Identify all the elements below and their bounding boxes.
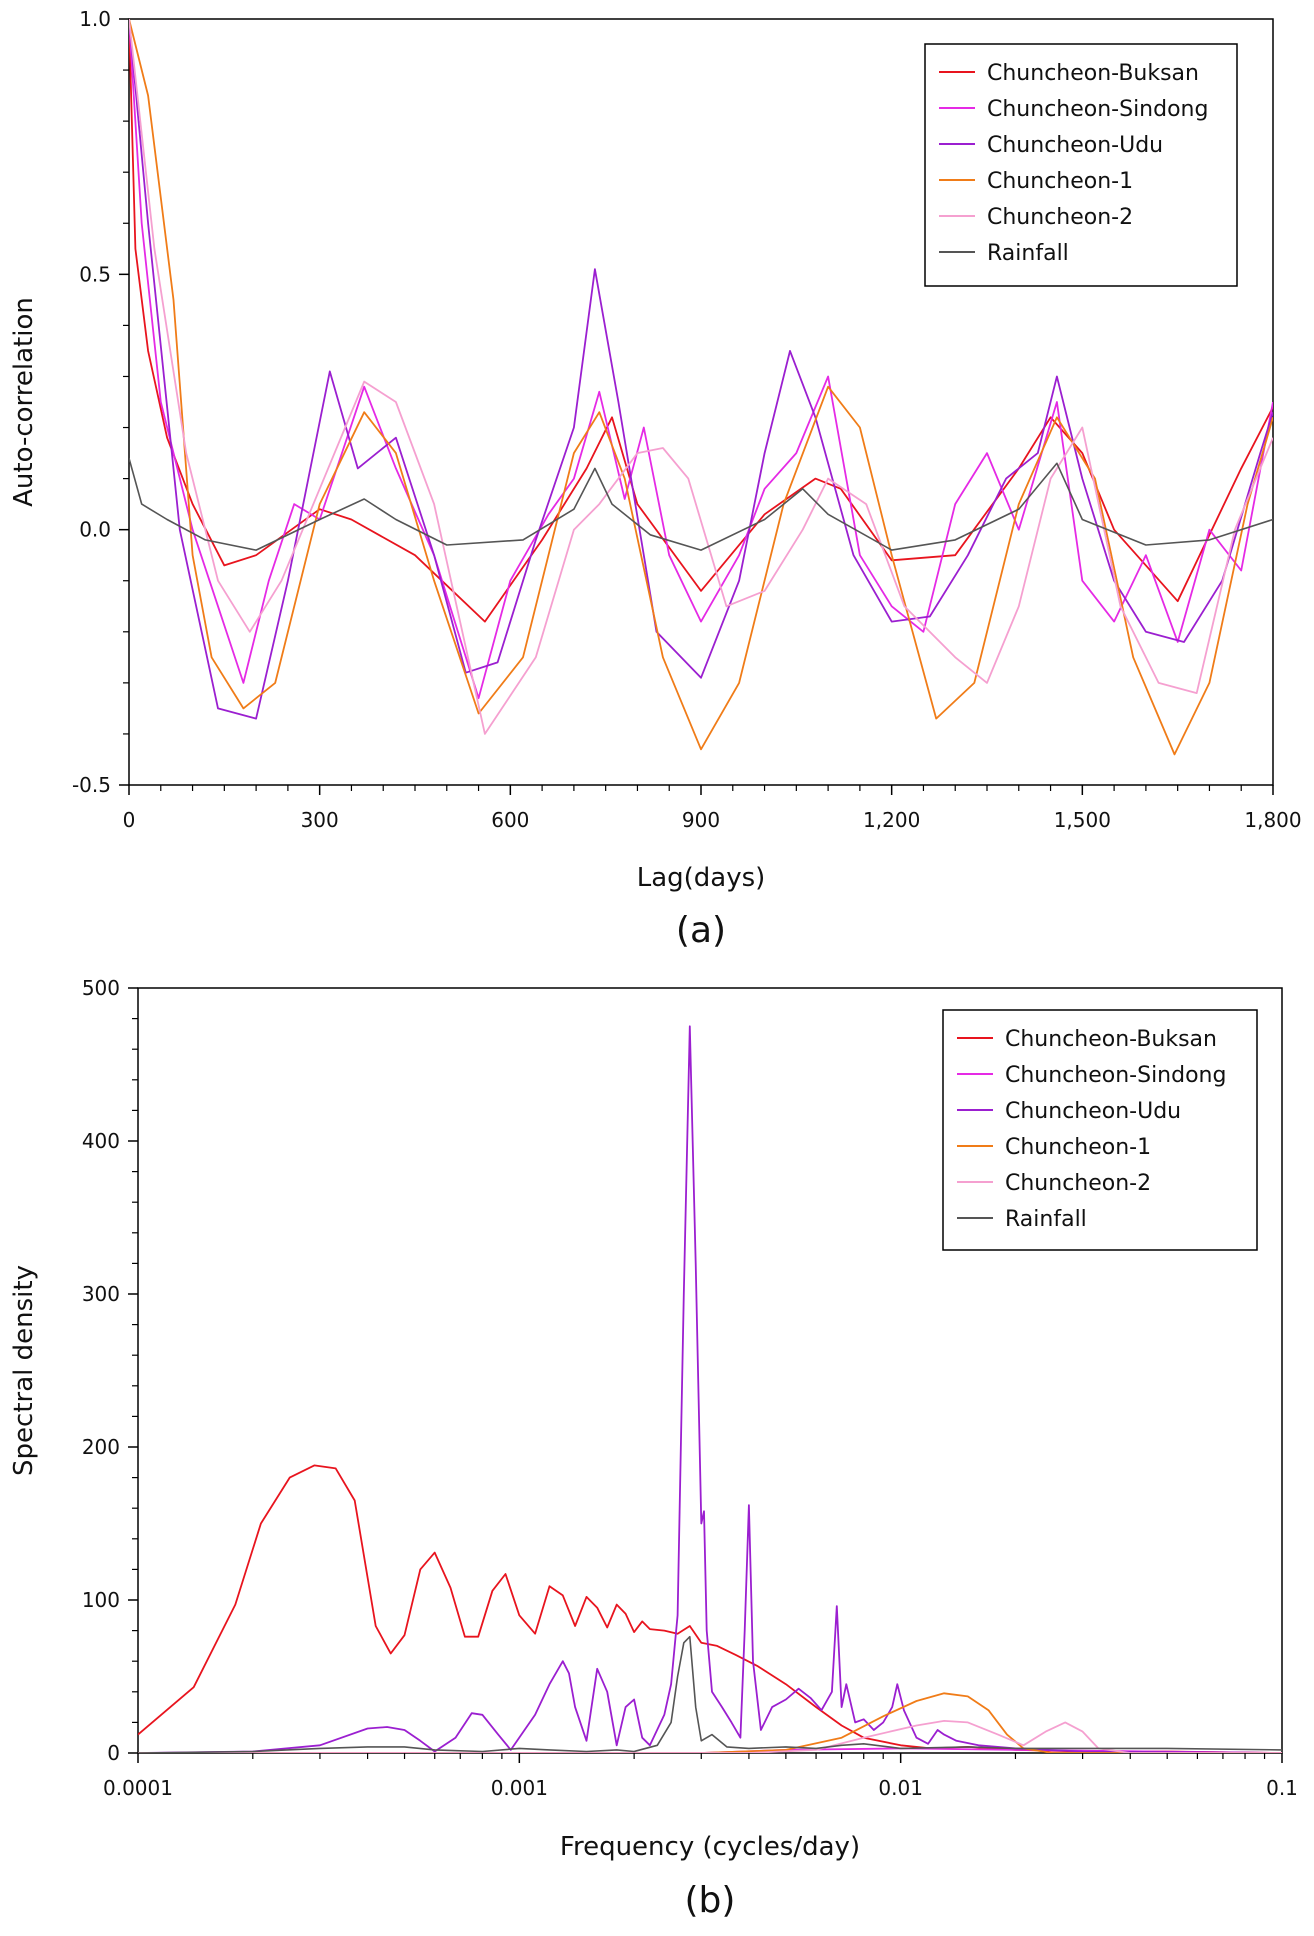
y-axis-title: Auto-correlation bbox=[9, 297, 39, 507]
legend-label: Chuncheon-2 bbox=[987, 205, 1133, 230]
y-tick-label: 200 bbox=[82, 1435, 120, 1459]
series-line-chuncheon-1 bbox=[129, 19, 1273, 756]
legend-label: Rainfall bbox=[1005, 1207, 1087, 1232]
legend-box bbox=[924, 43, 1238, 287]
legend-label: Chuncheon-1 bbox=[987, 169, 1133, 194]
x-tick-label: 600 bbox=[491, 808, 529, 832]
panel-label: (b) bbox=[685, 1880, 736, 1921]
legend-label: Chuncheon-Udu bbox=[1005, 1099, 1181, 1124]
series-line-chuncheon-sindong bbox=[129, 19, 1273, 700]
legend-label: Chuncheon-Buksan bbox=[987, 61, 1199, 86]
y-axis-title: Spectral density bbox=[9, 1265, 39, 1476]
x-tick-label: 0 bbox=[123, 808, 136, 832]
x-tick-label: 1,800 bbox=[1244, 808, 1301, 832]
legend-box bbox=[942, 1009, 1258, 1251]
x-tick-label: 0.01 bbox=[878, 1776, 923, 1800]
legend-label: Rainfall bbox=[987, 241, 1069, 266]
y-tick-label: 1.0 bbox=[79, 7, 111, 31]
series-line-chuncheon-buksan bbox=[129, 19, 1273, 623]
series-line-rainfall bbox=[129, 457, 1273, 551]
y-tick-label: 0.5 bbox=[79, 262, 111, 286]
panel-b-spectral-density: 0.0001 0.001 0.01 0.1 0 100 200 300 400 500 Freque… bbox=[9, 976, 1298, 1921]
series-line-chuncheon-udu bbox=[129, 19, 1273, 720]
plot-area bbox=[138, 1025, 1282, 1753]
x-axis-title: Frequency (cycles/day) bbox=[560, 1832, 860, 1862]
y-tick-label: 500 bbox=[82, 976, 120, 1000]
y-tick-label: -0.5 bbox=[72, 773, 111, 797]
legend-label: Chuncheon-Udu bbox=[987, 133, 1163, 158]
plot-area bbox=[129, 19, 1273, 756]
x-tick-label: 900 bbox=[682, 808, 720, 832]
y-tick-label: 0.0 bbox=[79, 518, 111, 542]
legend-label: Chuncheon-Buksan bbox=[1005, 1027, 1217, 1052]
series-line-chuncheon-udu bbox=[138, 1025, 1282, 1753]
legend-label: Chuncheon-Sindong bbox=[987, 97, 1208, 122]
y-tick-label: 100 bbox=[82, 1588, 120, 1612]
panel-label: (a) bbox=[676, 910, 726, 951]
legend: Chuncheon-Buksan Chuncheon-Sindong Chunche… bbox=[924, 43, 1238, 287]
x-tick-label: 0.0001 bbox=[103, 1776, 173, 1800]
x-tick-label: 0.1 bbox=[1266, 1776, 1298, 1800]
x-axis-title: Lag(days) bbox=[637, 863, 766, 893]
series-line-chuncheon-buksan bbox=[138, 1464, 1282, 1753]
legend: Chuncheon-Buksan Chuncheon-Sindong Chunche… bbox=[942, 1009, 1258, 1251]
x-tick-label: 1,500 bbox=[1054, 808, 1111, 832]
legend-label: Chuncheon-2 bbox=[1005, 1171, 1151, 1196]
panel-a-autocorrelation: 0 300 600 900 1,200 1,500 1,800 -0.5 0.0 0.5 1.0 La… bbox=[9, 7, 1302, 951]
x-tick-label: 1,200 bbox=[863, 808, 920, 832]
x-tick-label: 300 bbox=[301, 808, 339, 832]
series-line-chuncheon-2 bbox=[129, 19, 1273, 735]
y-tick-label: 0 bbox=[107, 1741, 120, 1765]
y-tick-label: 300 bbox=[82, 1282, 120, 1306]
series-line-rainfall bbox=[138, 1635, 1282, 1753]
x-tick-label: 0.001 bbox=[491, 1776, 548, 1800]
legend-label: Chuncheon-1 bbox=[1005, 1135, 1151, 1160]
legend-label: Chuncheon-Sindong bbox=[1005, 1063, 1226, 1088]
y-tick-label: 400 bbox=[82, 1129, 120, 1153]
